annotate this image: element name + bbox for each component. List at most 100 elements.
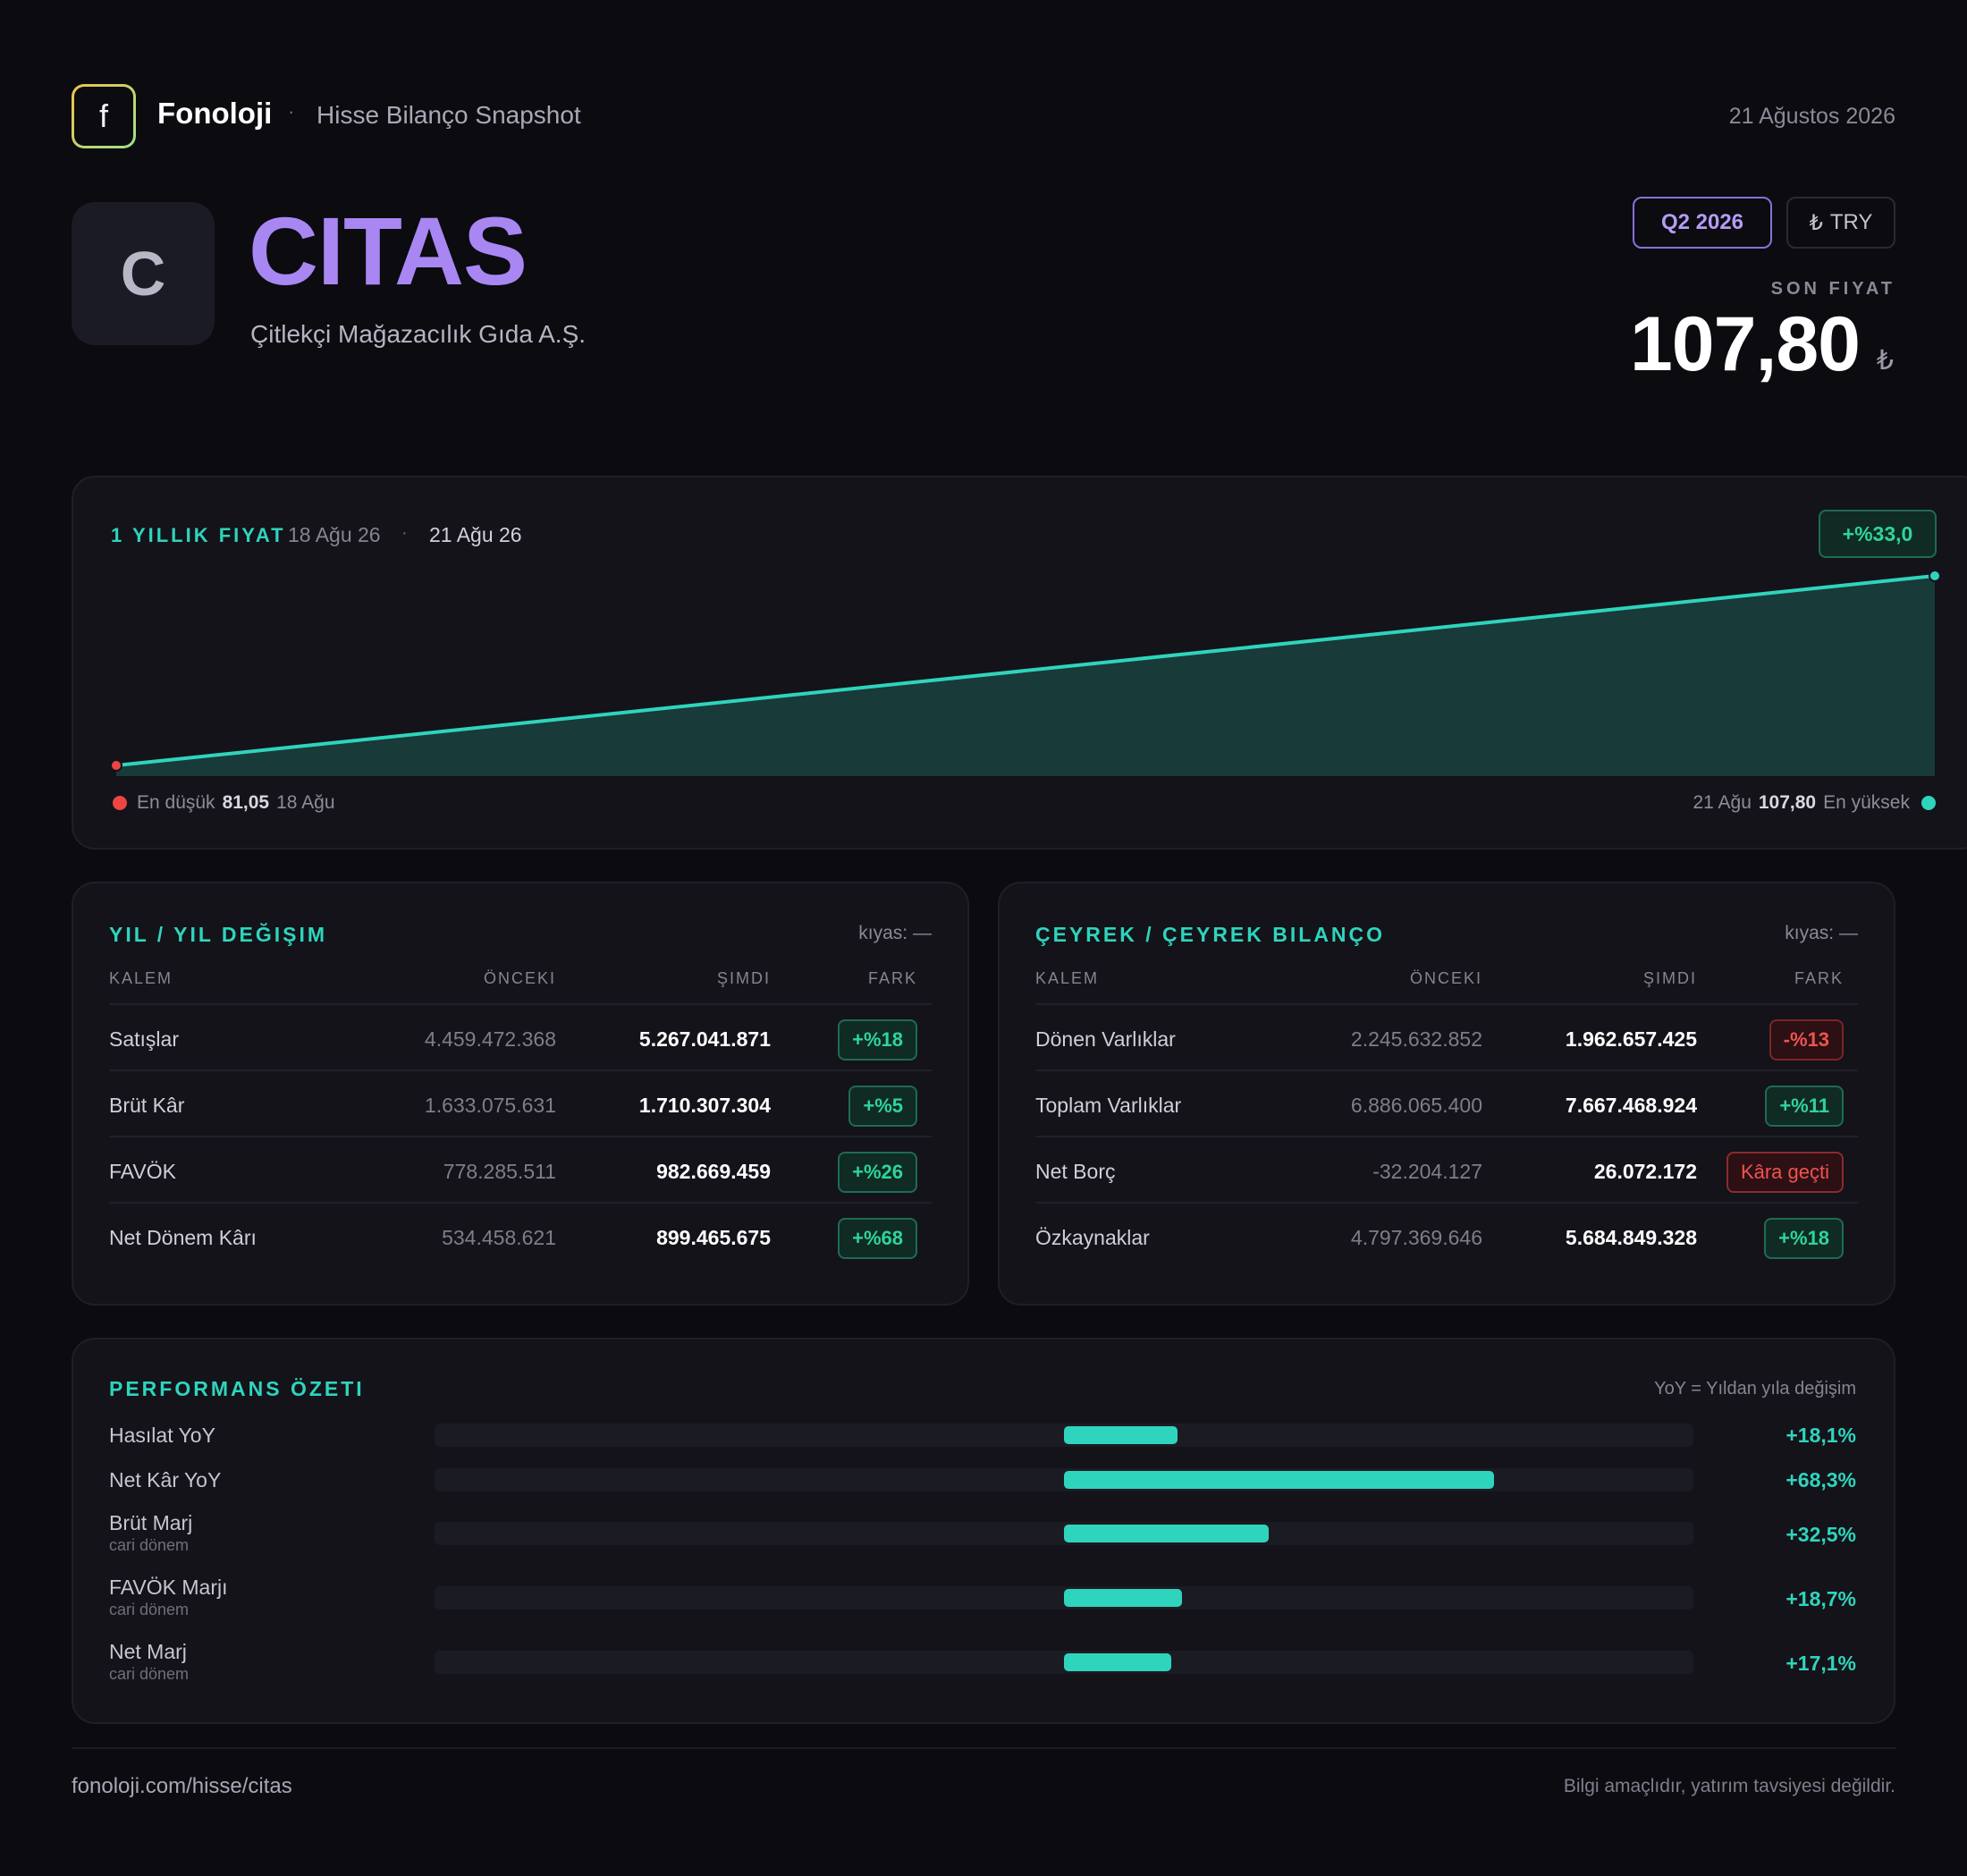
compare-label: kıyas: — [1785, 923, 1835, 943]
page-subtitle: Hisse Bilanço Snapshot — [317, 101, 581, 129]
perf-bar-fill — [1064, 1653, 1172, 1671]
row-now: 7.667.468.924 — [1565, 1094, 1697, 1117]
perf-value: +18,1% — [1785, 1424, 1856, 1447]
price-chart-from: 18 Ağu 26 — [288, 523, 381, 546]
perf-bar-fill — [1064, 1525, 1269, 1542]
diff-badge: Kâra geçti — [1726, 1152, 1844, 1193]
perf-label: FAVÖK Marjı — [109, 1576, 228, 1599]
row-prev: -32.204.127 — [1372, 1160, 1482, 1183]
col-prev: ÖNCEKI — [1409, 969, 1482, 987]
table-row[interactable]: Özkaynaklar 4.797.369.646 5.684.849.328 … — [1035, 1202, 1858, 1268]
perf-value: +17,1% — [1785, 1652, 1856, 1675]
qoq-card: ÇEYREK / ÇEYREK BILANÇO kıyas: — KALEM Ö… — [998, 882, 1895, 1306]
diff-badge: +%68 — [838, 1218, 917, 1259]
brand-name[interactable]: Fonoloji — [157, 97, 273, 130]
col-diff: FARK — [867, 969, 917, 987]
low-label: En düşük — [137, 792, 215, 813]
col-item: KALEM — [1035, 969, 1100, 987]
performance-note: YoY = Yıldan yıla değişim — [1654, 1379, 1856, 1399]
diff-badge: -%13 — [1769, 1019, 1844, 1061]
row-prev: 4.797.369.646 — [1350, 1226, 1482, 1249]
brand-logo[interactable]: f — [72, 84, 136, 148]
period-badge[interactable]: Q2 2026 — [1633, 197, 1772, 249]
price-point-low — [111, 759, 122, 772]
row-now: 5.684.849.328 — [1565, 1226, 1697, 1249]
row-name: Brüt Kâr — [109, 1094, 185, 1117]
footer-link[interactable]: fonoloji.com/hisse/citas — [72, 1774, 292, 1798]
compare-label: kıyas: — [858, 923, 908, 943]
table-row[interactable]: Net Borç -32.204.127 26.072.172 Kâra geç… — [1035, 1136, 1858, 1202]
table-row[interactable]: Satışlar 4.459.472.368 5.267.041.871 +%1… — [109, 1003, 932, 1069]
low-marker-icon — [113, 796, 127, 810]
col-prev: ÖNCEKI — [483, 969, 556, 987]
row-name: Dönen Varlıklar — [1035, 1027, 1176, 1051]
price-area — [116, 576, 1935, 776]
lira-icon: ₺ — [1809, 210, 1823, 235]
col-now: ŞIMDI — [716, 969, 771, 987]
table-row[interactable]: Toplam Varlıklar 6.886.065.400 7.667.468… — [1035, 1069, 1858, 1136]
performance-title: PERFORMANS ÖZETI — [109, 1377, 365, 1400]
report-date: 21 Ağustos 2026 — [1728, 104, 1895, 129]
yoy-compare[interactable]: kıyas: — — [858, 923, 932, 944]
row-now: 982.669.459 — [656, 1160, 771, 1183]
ticker-symbol: CITAS — [249, 197, 528, 305]
row-name: Satışlar — [109, 1027, 179, 1051]
row-prev: 778.285.511 — [443, 1160, 556, 1183]
row-name: FAVÖK — [109, 1160, 176, 1183]
price-low: En düşük 81,05 18 Ağu — [137, 792, 335, 814]
logo-letter: f — [98, 97, 108, 134]
ticker-avatar: C — [72, 202, 215, 345]
col-item: KALEM — [109, 969, 173, 987]
row-prev: 1.633.075.631 — [424, 1094, 556, 1117]
diff-badge: +%5 — [848, 1086, 917, 1127]
row-prev: 2.245.632.852 — [1350, 1027, 1482, 1051]
compare-value: — — [1839, 923, 1858, 943]
low-value: 81,05 — [222, 792, 270, 813]
row-name: Toplam Varlıklar — [1035, 1094, 1182, 1117]
high-label: En yüksek — [1823, 792, 1910, 813]
row-prev: 534.458.621 — [442, 1226, 556, 1249]
table-row[interactable]: Dönen Varlıklar 2.245.632.852 1.962.657.… — [1035, 1003, 1858, 1069]
yoy-title: YIL / YIL DEĞIŞIM — [109, 923, 327, 946]
table-row[interactable]: Brüt Kâr 1.633.075.631 1.710.307.304 +%5 — [109, 1069, 932, 1136]
price-chart-to: 21 Ağu 26 — [429, 523, 522, 546]
row-now: 899.465.675 — [656, 1226, 771, 1249]
perf-bar-track — [435, 1468, 1693, 1492]
perf-bar-fill — [1064, 1589, 1182, 1607]
price-chart[interactable] — [111, 563, 1940, 778]
row-now: 26.072.172 — [1593, 1160, 1697, 1183]
avatar-letter: C — [120, 239, 166, 308]
perf-bar-track — [435, 1522, 1693, 1545]
row-now: 1.710.307.304 — [638, 1094, 771, 1117]
yoy-card: YIL / YIL DEĞIŞIM kıyas: — KALEM ÖNCEKI … — [72, 882, 969, 1306]
price-point-high — [1929, 570, 1940, 582]
qoq-compare[interactable]: kıyas: — — [1785, 923, 1858, 944]
perf-label: Net Marj — [109, 1640, 187, 1663]
row-prev: 4.459.472.368 — [424, 1027, 556, 1051]
last-price: 107,80 — [1629, 301, 1861, 387]
perf-bar-track — [435, 1586, 1693, 1610]
last-price-currency: ₺ — [1876, 346, 1894, 376]
compare-value: — — [913, 923, 932, 943]
row-name: Özkaynaklar — [1035, 1226, 1150, 1249]
row-now: 1.962.657.425 — [1565, 1027, 1697, 1051]
perf-value: +32,5% — [1785, 1523, 1856, 1546]
price-line — [115, 574, 1936, 767]
diff-badge: +%11 — [1765, 1086, 1844, 1127]
perf-bar-fill — [1064, 1426, 1178, 1444]
table-row[interactable]: Net Dönem Kârı 534.458.621 899.465.675 +… — [109, 1202, 932, 1268]
footer-disclaimer: Bilgi amaçlıdır, yatırım tavsiyesi değil… — [1563, 1776, 1895, 1796]
currency-code: TRY — [1829, 210, 1873, 234]
perf-label: Brüt Marj — [109, 1511, 193, 1534]
table-header: KALEM ÖNCEKI ŞIMDI FARK — [1035, 969, 1858, 991]
table-row[interactable]: FAVÖK 778.285.511 982.669.459 +%26 — [109, 1136, 932, 1202]
perf-bar-track — [435, 1424, 1693, 1447]
footer-divider — [72, 1747, 1895, 1749]
brand-separator: · — [288, 100, 295, 123]
diff-badge: +%18 — [1764, 1218, 1844, 1259]
perf-bar-fill — [1064, 1471, 1494, 1489]
row-name: Net Borç — [1035, 1160, 1116, 1183]
row-prev: 6.886.065.400 — [1350, 1094, 1482, 1117]
currency-badge[interactable]: ₺ TRY — [1786, 197, 1895, 249]
perf-sublabel: cari dönem — [109, 1601, 190, 1618]
